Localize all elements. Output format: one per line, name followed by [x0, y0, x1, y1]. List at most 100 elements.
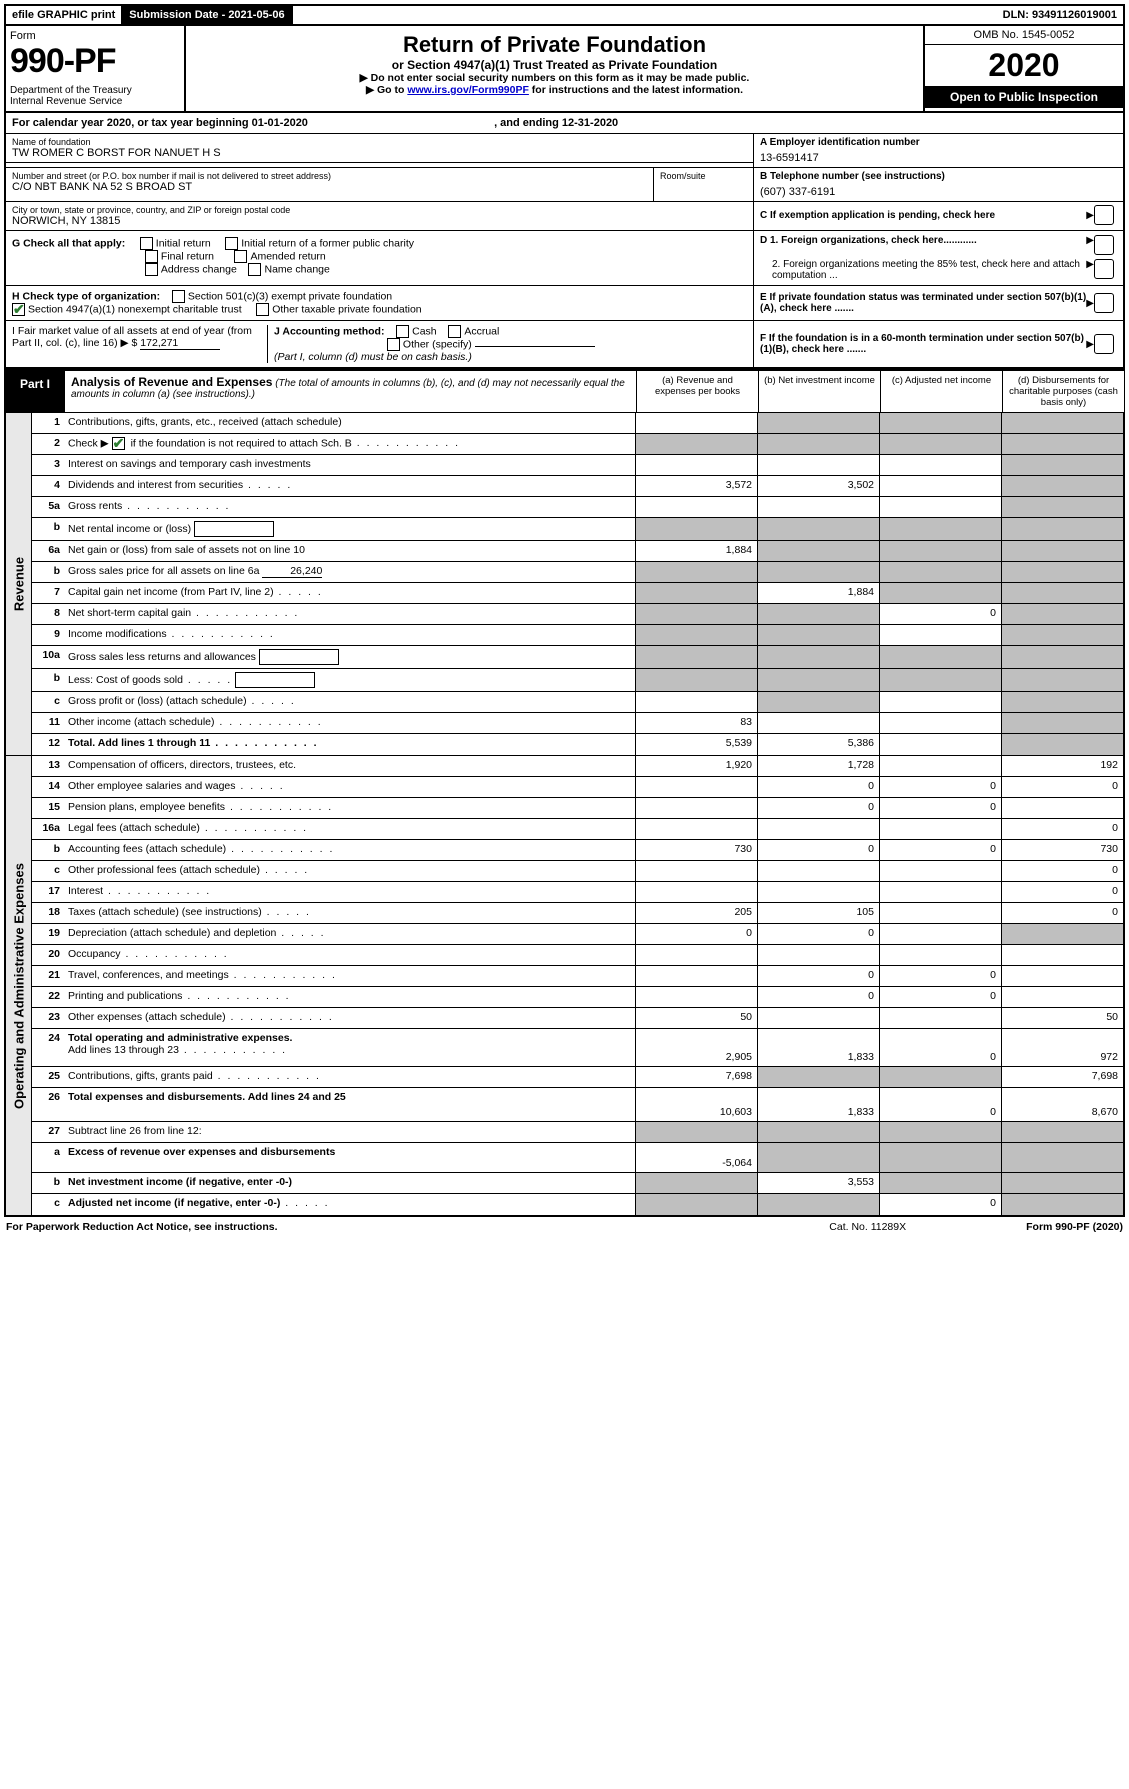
row-desc: Gross sales price for all assets on line…: [64, 562, 635, 582]
cash-label: Cash: [412, 325, 437, 337]
row-desc: Contributions, gifts, grants, etc., rece…: [64, 413, 635, 433]
room-label: Room/suite: [660, 171, 747, 181]
cash-checkbox[interactable]: [396, 325, 409, 338]
c-checkbox[interactable]: [1094, 205, 1114, 225]
d1-label: D 1. Foreign organizations, check here..…: [760, 235, 1086, 255]
cell-d: 972: [1001, 1029, 1123, 1066]
arrow-icon: ▶: [1086, 298, 1094, 309]
initial-former-checkbox[interactable]: [225, 237, 238, 250]
phone-label: B Telephone number (see instructions): [760, 171, 1117, 182]
table-row: 19Depreciation (attach schedule) and dep…: [32, 924, 1123, 945]
city-c-block: City or town, state or province, country…: [4, 202, 1125, 231]
accrual-label: Accrual: [464, 325, 499, 337]
row-desc: Less: Cost of goods sold: [64, 669, 635, 691]
table-row: 5aGross rents: [32, 497, 1123, 518]
cell-b: 1,833: [757, 1029, 879, 1066]
cell-d: 7,698: [1001, 1067, 1123, 1087]
f-checkbox[interactable]: [1094, 334, 1114, 354]
row-desc: Net gain or (loss) from sale of assets n…: [64, 541, 635, 561]
table-row: 3Interest on savings and temporary cash …: [32, 455, 1123, 476]
table-row: 22Printing and publications00: [32, 987, 1123, 1008]
part1-header: Part I Analysis of Revenue and Expenses …: [4, 369, 1125, 413]
i-value: 172,271: [140, 337, 220, 350]
amended-return-checkbox[interactable]: [234, 250, 247, 263]
row-desc: Capital gain net income (from Part IV, l…: [64, 583, 635, 603]
other-taxable-checkbox[interactable]: [256, 303, 269, 316]
row-desc: Dividends and interest from securities: [64, 476, 635, 496]
cell-a: 1,920: [635, 756, 757, 776]
table-row: 18Taxes (attach schedule) (see instructi…: [32, 903, 1123, 924]
top-bar: efile GRAPHIC print Submission Date - 20…: [4, 4, 1125, 26]
row-desc: Other professional fees (attach schedule…: [64, 861, 635, 881]
cell-a: [635, 413, 757, 433]
d2-checkbox[interactable]: [1094, 259, 1114, 279]
s4947-label: Section 4947(a)(1) nonexempt charitable …: [28, 303, 242, 315]
arrow-icon: ▶: [1086, 259, 1094, 281]
address-change-checkbox[interactable]: [145, 263, 158, 276]
cell-a: 1,884: [635, 541, 757, 561]
arrow-icon: ▶: [1086, 235, 1094, 255]
cell-d: 192: [1001, 756, 1123, 776]
table-row: 23Other expenses (attach schedule)5050: [32, 1008, 1123, 1029]
table-row: bNet investment income (if negative, ent…: [32, 1173, 1123, 1194]
s501-checkbox[interactable]: [172, 290, 185, 303]
cal-mid: , and ending: [494, 117, 562, 129]
omb-number: OMB No. 1545-0052: [925, 26, 1123, 45]
row-desc: Excess of revenue over expenses and disb…: [64, 1143, 635, 1172]
cell-d: 730: [1001, 840, 1123, 860]
final-return-checkbox[interactable]: [145, 250, 158, 263]
revenue-grid: Revenue 1Contributions, gifts, grants, e…: [4, 413, 1125, 756]
table-row: bGross sales price for all assets on lin…: [32, 562, 1123, 583]
cell-d: 8,670: [1001, 1088, 1123, 1121]
row-desc: Interest on savings and temporary cash i…: [64, 455, 635, 475]
name-change-checkbox[interactable]: [248, 263, 261, 276]
cell-d: [1001, 413, 1123, 433]
other-method-checkbox[interactable]: [387, 338, 400, 351]
d1-checkbox[interactable]: [1094, 235, 1114, 255]
arrow-icon: ▶: [1086, 339, 1094, 350]
row-desc: Adjusted net income (if negative, enter …: [64, 1194, 635, 1215]
table-row: 12Total. Add lines 1 through 115,5395,38…: [32, 734, 1123, 755]
e-checkbox[interactable]: [1094, 293, 1114, 313]
footer-right: Form 990-PF (2020): [1026, 1221, 1123, 1233]
form-label: Form: [10, 30, 180, 42]
table-row: 26Total expenses and disbursements. Add …: [32, 1088, 1123, 1122]
foundation-name: TW ROMER C BORST FOR NANUET H S: [12, 147, 747, 159]
table-row: 11Other income (attach schedule)83: [32, 713, 1123, 734]
row-desc: Accounting fees (attach schedule): [64, 840, 635, 860]
expenses-side-label: Operating and Administrative Expenses: [6, 756, 32, 1215]
cell-c: 0: [879, 840, 1001, 860]
s4947-checkbox[interactable]: [12, 303, 25, 316]
row-desc: Pension plans, employee benefits: [64, 798, 635, 818]
cell-a: 50: [635, 1008, 757, 1028]
city-value: NORWICH, NY 13815: [12, 215, 747, 227]
table-row: 21Travel, conferences, and meetings00: [32, 966, 1123, 987]
table-row: 25Contributions, gifts, grants paid7,698…: [32, 1067, 1123, 1088]
cell-a: -5,064: [635, 1143, 757, 1172]
row-desc: Other employee salaries and wages: [64, 777, 635, 797]
instr2-pre: ▶ Go to: [366, 84, 407, 96]
dln: DLN: 93491126019001: [997, 6, 1123, 24]
instr2-post: for instructions and the latest informat…: [529, 84, 743, 96]
table-row: 20Occupancy: [32, 945, 1123, 966]
row-desc: Gross profit or (loss) (attach schedule): [64, 692, 635, 712]
cell-b: 0: [757, 798, 879, 818]
table-row: 15Pension plans, employee benefits00: [32, 798, 1123, 819]
irs-link[interactable]: www.irs.gov/Form990PF: [407, 84, 529, 96]
phone-value: (607) 337-6191: [760, 182, 1117, 198]
sch-b-checkbox[interactable]: [112, 437, 125, 450]
cell-d: 0: [1001, 777, 1123, 797]
ij-f-row: I Fair market value of all assets at end…: [4, 321, 1125, 369]
col-a-head: (a) Revenue and expenses per books: [636, 371, 758, 412]
accrual-checkbox[interactable]: [448, 325, 461, 338]
table-row: 10aGross sales less returns and allowanc…: [32, 646, 1123, 669]
col-b-head: (b) Net investment income: [758, 371, 880, 412]
page-footer: For Paperwork Reduction Act Notice, see …: [4, 1217, 1125, 1237]
cal-end: 12-31-2020: [562, 117, 618, 129]
initial-return-checkbox[interactable]: [140, 237, 153, 250]
cell-b: 0: [757, 777, 879, 797]
s501-label: Section 501(c)(3) exempt private foundat…: [188, 290, 392, 302]
cell-c: [879, 413, 1001, 433]
cell-a: 5,539: [635, 734, 757, 755]
row-desc: Travel, conferences, and meetings: [64, 966, 635, 986]
